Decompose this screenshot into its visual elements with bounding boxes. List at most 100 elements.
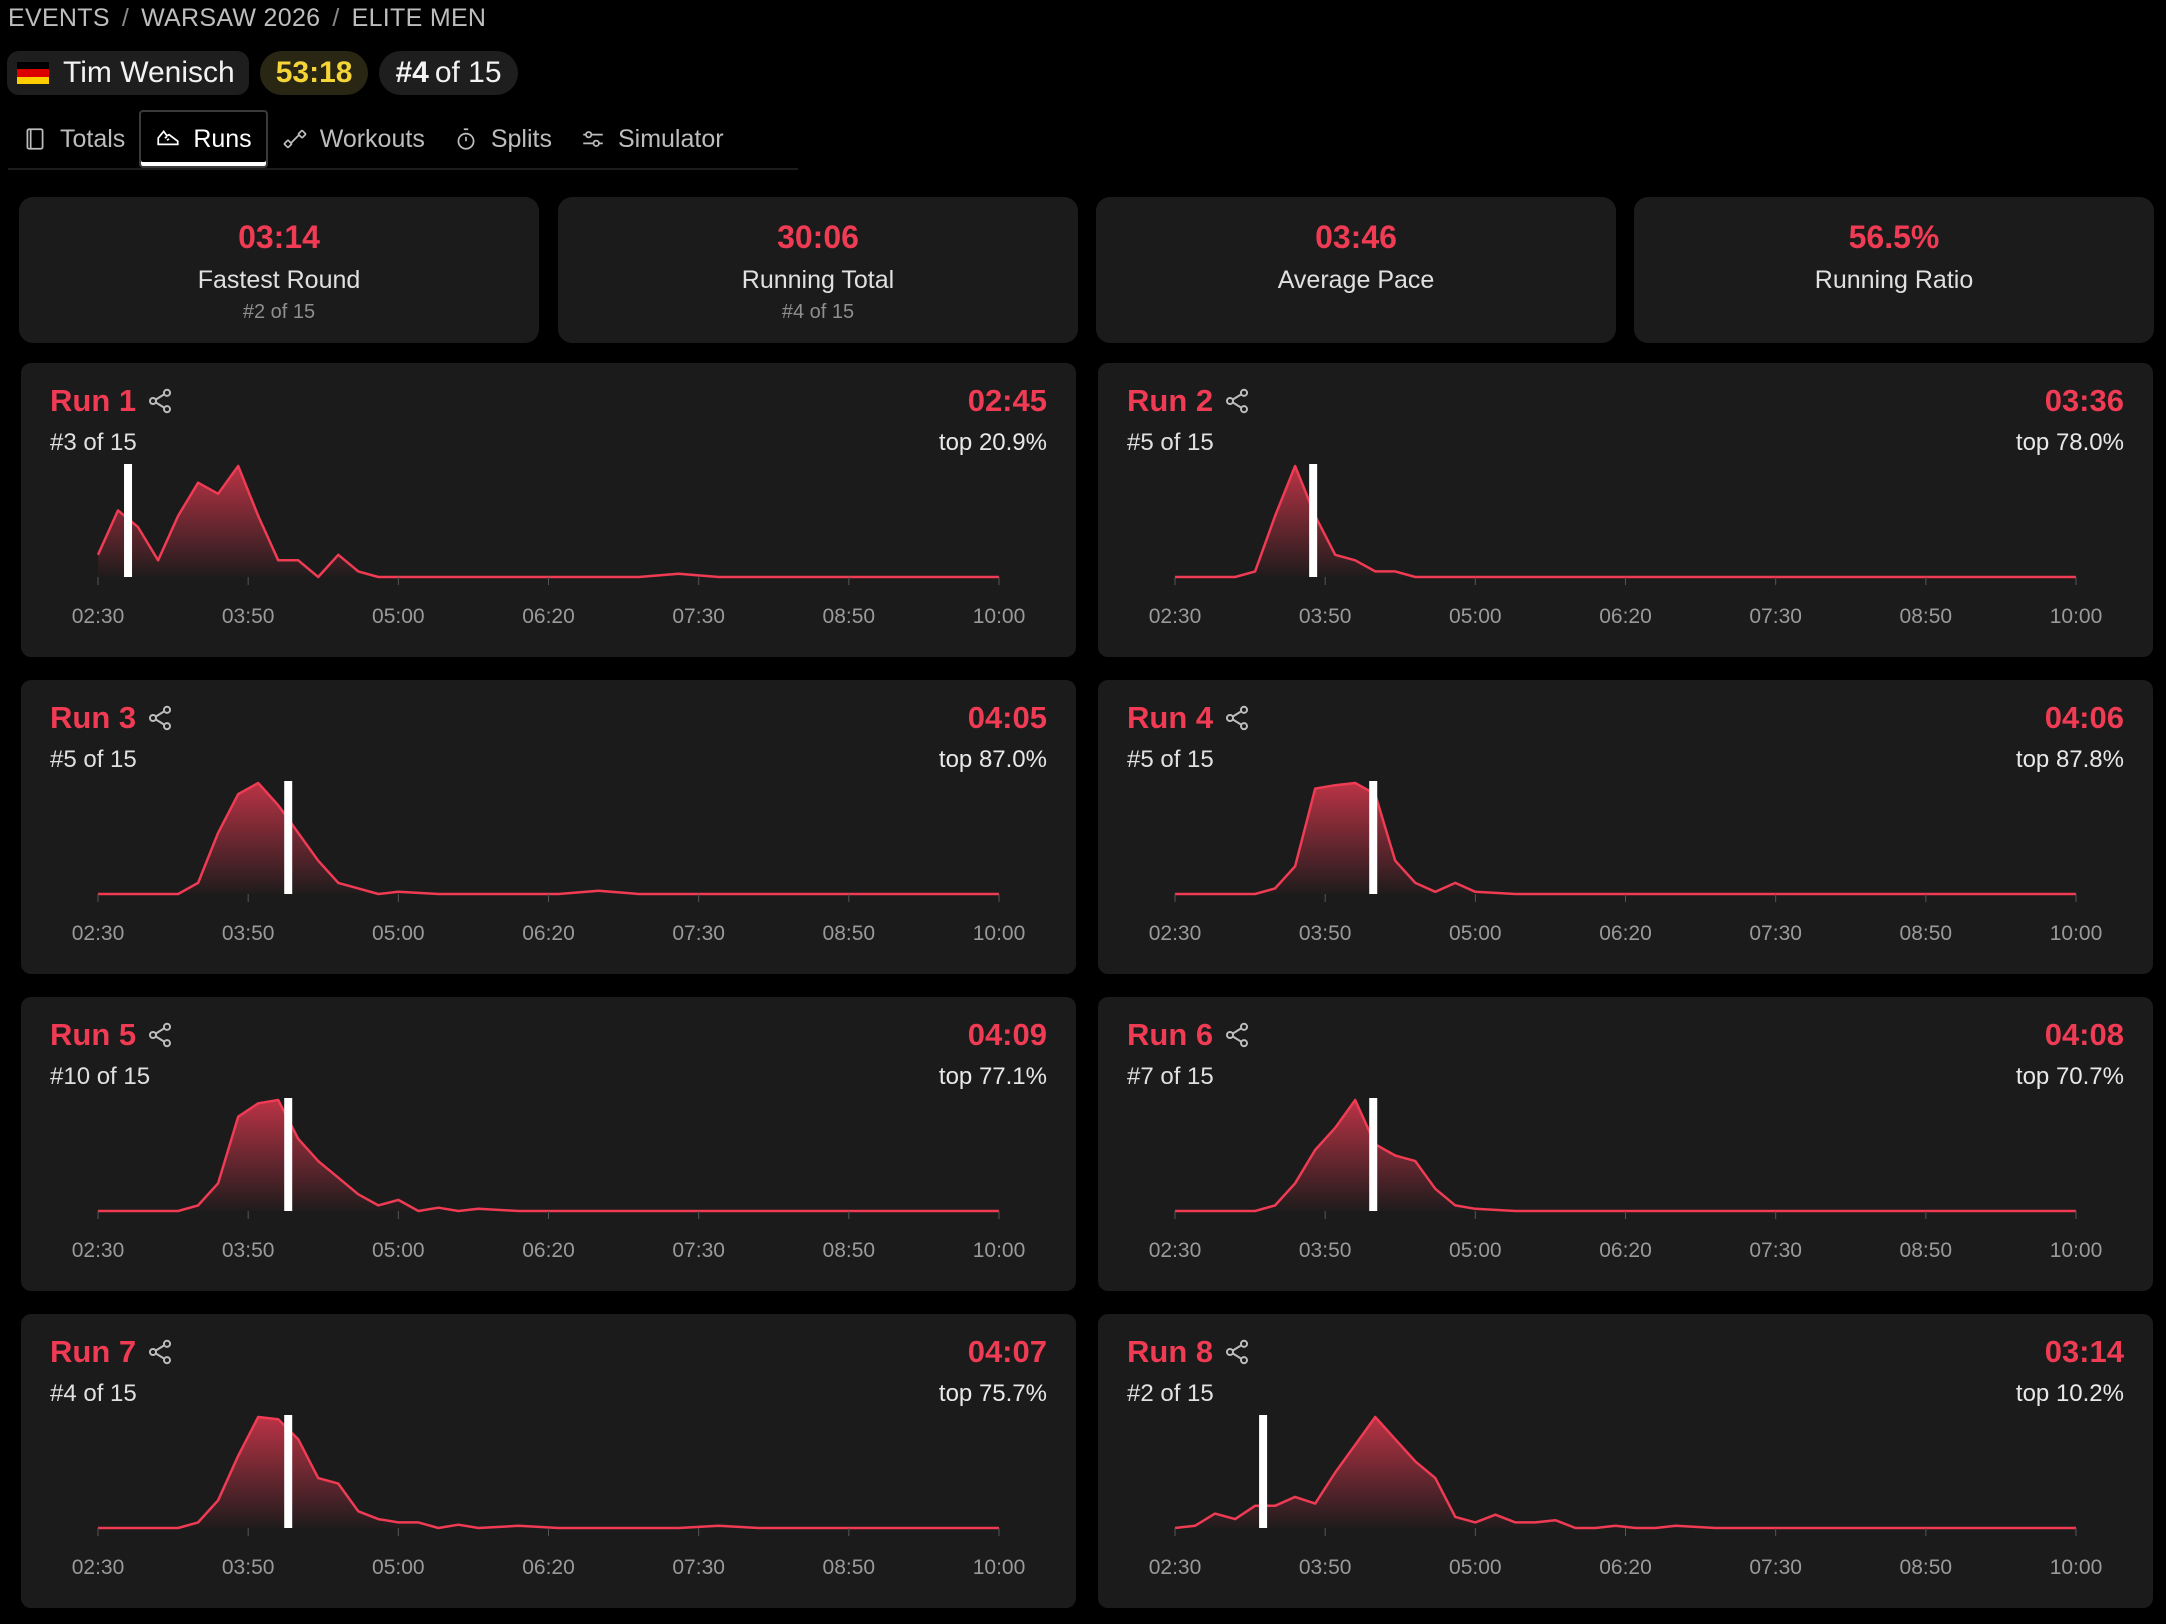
run-title: Run 7 <box>50 1334 174 1370</box>
x-axis-tick-label: 07:30 <box>672 1556 725 1579</box>
run-time: 04:07 <box>967 1334 1047 1369</box>
athlete-position-marker <box>284 781 293 894</box>
x-axis-tick-label: 06:20 <box>522 1556 575 1579</box>
distribution-line <box>1174 1415 2076 1530</box>
run-rank: #3 of 15 <box>50 429 137 456</box>
athlete-position-marker <box>124 464 133 577</box>
share-icon[interactable] <box>1223 387 1251 415</box>
share-icon[interactable] <box>1223 1338 1251 1366</box>
stat-value: 30:06 <box>777 219 859 255</box>
share-icon[interactable] <box>146 387 174 415</box>
run-rank: #4 of 15 <box>50 1380 137 1407</box>
run-card: 02:30 03:50 05:00 06:20 07:30 08:50 10:00 Run 7… <box>21 1314 1076 1608</box>
run-rank: #5 of 15 <box>1127 429 1214 456</box>
x-axis-tick-label: 06:20 <box>1599 922 1652 945</box>
tab-label: Runs <box>193 124 252 153</box>
tab-simulator[interactable]: Simulator <box>566 110 738 168</box>
x-axis-tick-label: 05:00 <box>1449 922 1502 945</box>
stat-label: Fastest Round <box>197 266 361 294</box>
tab-totals[interactable]: Totals <box>8 110 139 168</box>
run-title: Run 3 <box>50 700 174 736</box>
run-top-percentile: top 75.7% <box>938 1380 1047 1407</box>
athlete-position-marker <box>1259 1415 1268 1528</box>
athlete-total-time: 53:18 <box>259 51 369 95</box>
athlete-rank-number: #4 <box>395 56 429 89</box>
distribution-area <box>98 466 999 577</box>
distribution-area <box>1175 466 2076 577</box>
share-icon[interactable] <box>1223 704 1251 732</box>
share-icon[interactable] <box>146 1021 174 1049</box>
x-axis-tick-label: 05:00 <box>372 1239 425 1262</box>
run-top-percentile: top 78.0% <box>2015 429 2124 456</box>
x-axis-tick-label: 10:00 <box>973 922 1026 945</box>
x-axis-tick-label: 02:30 <box>1149 1556 1202 1579</box>
distribution-line <box>1175 1098 2076 1213</box>
run-card: 02:30 03:50 05:00 06:20 07:30 08:50 10:00 Run 3… <box>21 680 1076 974</box>
x-axis-tick-label: 10:00 <box>973 1239 1026 1262</box>
run-rank: #5 of 15 <box>50 746 137 773</box>
run-title-text: Run 2 <box>1127 383 1214 418</box>
stat-value: 03:46 <box>1315 219 1397 255</box>
run-title: Run 1 <box>50 383 174 419</box>
distribution-line <box>98 1415 999 1530</box>
x-axis-tick-label: 05:00 <box>372 1556 425 1579</box>
run-rank: #2 of 15 <box>1127 1380 1214 1407</box>
run-time: 04:05 <box>967 700 1047 735</box>
stat-card-running-ratio: 56.5% Running Ratio <box>1634 197 2154 343</box>
distribution-area <box>98 1417 999 1528</box>
stopwatch-icon <box>457 128 475 150</box>
x-axis-tick-label: 08:50 <box>1900 1556 1953 1579</box>
run-top-percentile: top 20.9% <box>938 429 1047 456</box>
run-card: 02:30 03:50 05:00 06:20 07:30 08:50 10:00 Run 8… <box>1098 1314 2153 1608</box>
stat-card-running-total: 30:06 Running Total #4 of 15 <box>558 197 1078 343</box>
athlete-position-marker <box>284 1415 293 1528</box>
distribution-line <box>1175 781 2076 896</box>
x-axis-tick-label: 02:30 <box>72 605 125 628</box>
x-axis-tick-label: 05:00 <box>372 922 425 945</box>
run-title: Run 2 <box>1127 383 1251 419</box>
share-icon[interactable] <box>146 1338 174 1366</box>
athlete-rank-suffix: of 15 <box>434 56 502 89</box>
run-top-percentile: top 87.8% <box>2015 746 2124 773</box>
germany-flag-icon <box>17 62 49 84</box>
run-rank: #5 of 15 <box>1127 746 1214 773</box>
x-axis-tick-label: 06:20 <box>522 1239 575 1262</box>
x-axis-tick-label: 08:50 <box>1900 922 1953 945</box>
x-axis-tick-label: 10:00 <box>2050 1556 2103 1579</box>
breadcrumb-event[interactable]: WARSAW 2026 <box>141 4 321 32</box>
athlete-position-marker <box>1369 1098 1378 1211</box>
breadcrumb-separator: / <box>332 4 340 32</box>
run-card: 02:30 03:50 05:00 06:20 07:30 08:50 10:00 Run 6… <box>1098 997 2153 1291</box>
x-axis-tick-label: 03:50 <box>1299 1556 1352 1579</box>
x-axis-tick-label: 06:20 <box>1599 605 1652 628</box>
run-time: 03:14 <box>2044 1334 2124 1369</box>
breadcrumb-events[interactable]: EVENTS <box>8 4 110 32</box>
tab-runs[interactable]: Runs <box>139 110 268 168</box>
distribution-area <box>98 1100 999 1211</box>
stat-label: Running Ratio <box>1814 266 1974 294</box>
run-top-percentile: top 10.2% <box>2015 1380 2124 1407</box>
share-icon[interactable] <box>1223 1021 1251 1049</box>
tab-splits[interactable]: Splits <box>439 110 566 168</box>
breadcrumb-division[interactable]: ELITE MEN <box>351 4 487 32</box>
run-rank: #10 of 15 <box>50 1063 151 1090</box>
athlete-position-marker <box>1309 464 1318 577</box>
tab-label: Simulator <box>617 124 724 153</box>
x-axis-tick-label: 03:50 <box>222 922 275 945</box>
x-axis-tick-label: 02:30 <box>1149 1239 1202 1262</box>
stat-value: 03:14 <box>238 219 320 255</box>
x-axis-tick-label: 06:20 <box>1599 1239 1652 1262</box>
run-title: Run 6 <box>1127 1017 1251 1053</box>
stat-value: 56.5% <box>1848 219 1940 255</box>
x-axis-tick-label: 08:50 <box>823 922 876 945</box>
x-axis-tick-label: 08:50 <box>1900 1239 1953 1262</box>
x-axis-tick-label: 02:30 <box>1149 922 1202 945</box>
run-distribution-chart: 02:30 03:50 05:00 06:20 07:30 08:50 10:00 <box>1149 1098 2103 1262</box>
tab-workouts[interactable]: Workouts <box>268 110 439 168</box>
share-icon[interactable] <box>146 704 174 732</box>
x-axis-tick-label: 10:00 <box>2050 1239 2103 1262</box>
x-axis-tick-label: 08:50 <box>823 1239 876 1262</box>
x-axis-tick-label: 10:00 <box>2050 922 2103 945</box>
run-distribution-chart: 02:30 03:50 05:00 06:20 07:30 08:50 10:00 <box>72 781 1026 945</box>
x-axis-tick-label: 02:30 <box>1149 605 1202 628</box>
